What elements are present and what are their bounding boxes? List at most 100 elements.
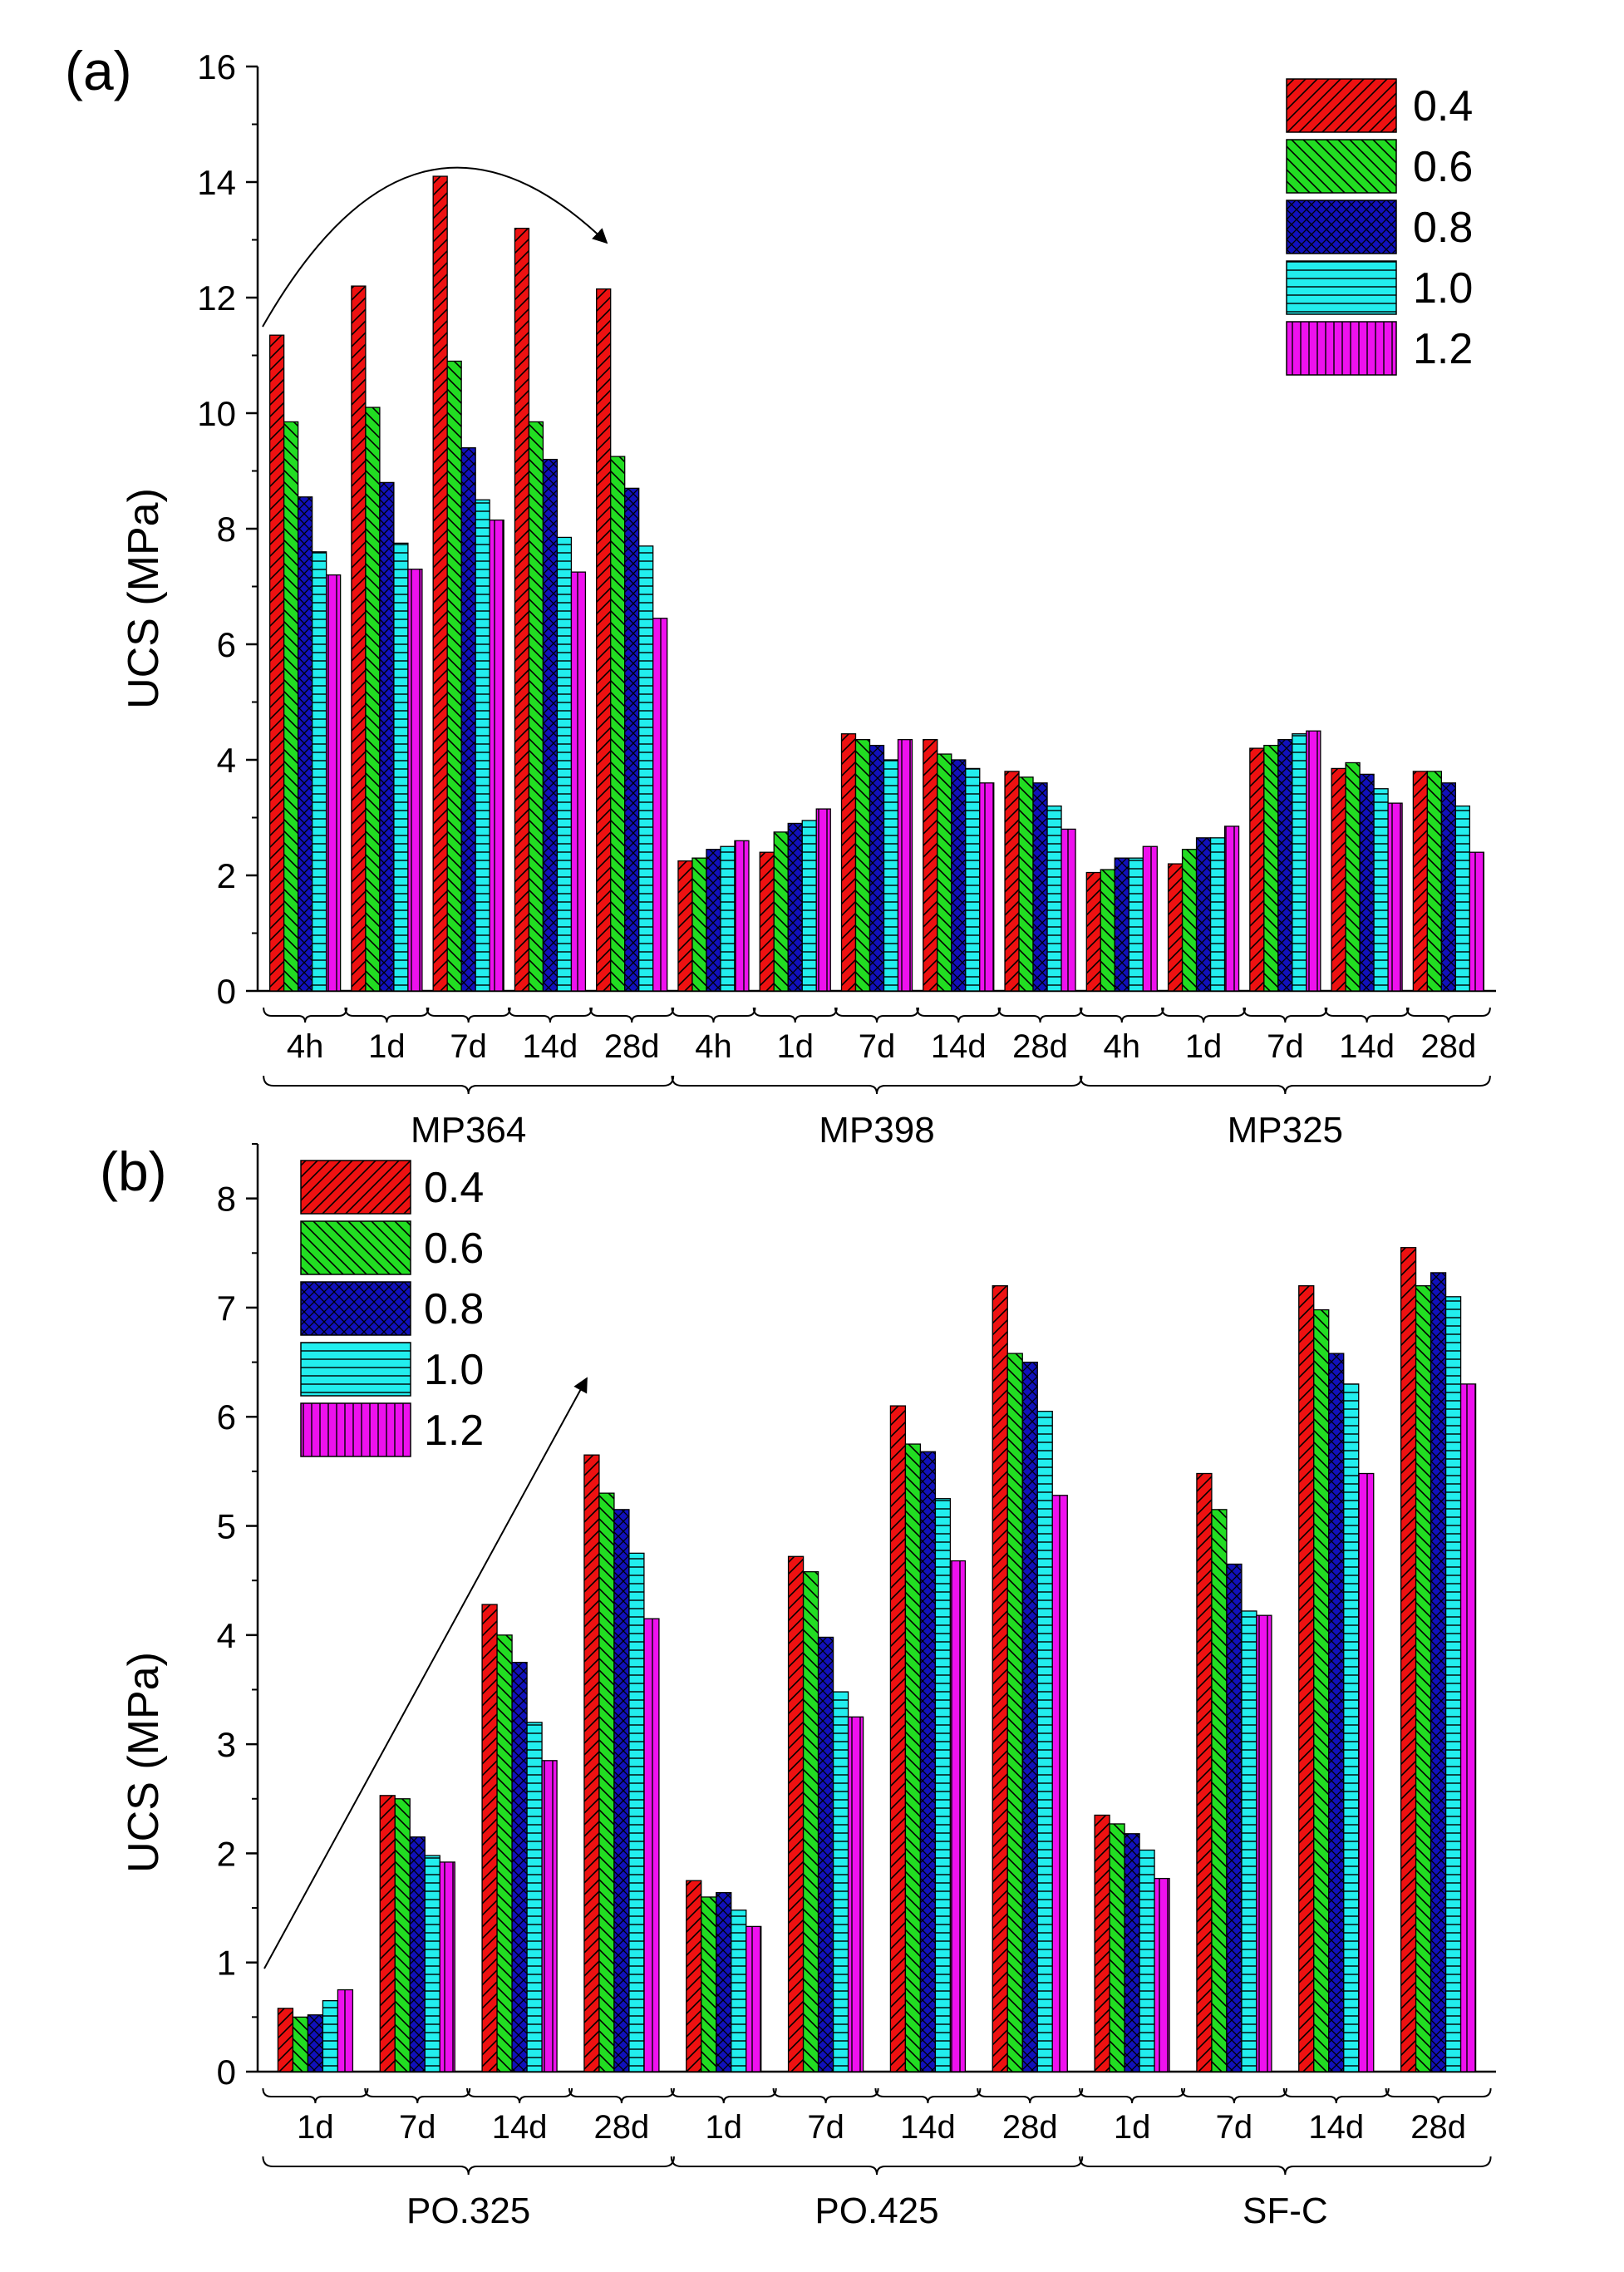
category-label: 7d: [1267, 1028, 1304, 1065]
bar-po425-1d-0.8: [716, 1892, 732, 2072]
legend-swatch-0.8: [300, 1281, 411, 1336]
category-label: 14d: [523, 1028, 578, 1065]
bar-sfc-1d-0.4: [1094, 1814, 1110, 2072]
bar-po325-1d-1.0: [322, 2000, 339, 2072]
y-tick-label: 0: [217, 2053, 236, 2092]
bar-sfc-14d-1.2: [1358, 1472, 1375, 2072]
bar-mp364-14d-0.8: [542, 458, 559, 992]
category-label: 1d: [297, 2109, 334, 2146]
bar-sfc-7d-1.0: [1241, 1610, 1257, 2072]
bar-mp398-1d-0.8: [787, 822, 803, 992]
y-tick-label: 5: [217, 1507, 236, 1546]
bar-mp398-4h-0.8: [706, 849, 721, 992]
legend-label-1.2: 1.2: [424, 1407, 484, 1455]
bar-po425-7d-0.4: [787, 1555, 805, 2072]
y-axis-label-a: UCS (MPa): [120, 488, 168, 709]
bar-po325-14d-0.6: [496, 1634, 513, 2072]
legend-b: 0.4 0.6 0.8 1.0 1.2: [300, 1160, 484, 1457]
category-brace: [1405, 1007, 1491, 1023]
y-tick-label: 10: [197, 394, 236, 433]
category-label: 14d: [1339, 1028, 1395, 1065]
bar-po325-14d-1.2: [541, 1760, 558, 2072]
category-brace: [772, 2087, 879, 2104]
category-label: 14d: [931, 1028, 987, 1065]
category-brace: [1180, 2087, 1287, 2104]
bar-sfc-14d-0.6: [1313, 1308, 1330, 2072]
bar-mp325-7d-0.4: [1249, 747, 1265, 992]
bar-sfc-7d-0.8: [1226, 1563, 1243, 2072]
category-label: 14d: [492, 2109, 548, 2146]
bar-mp364-28d-0.6: [610, 456, 626, 992]
category-brace: [466, 2087, 573, 2104]
bar-mp398-14d-0.6: [937, 753, 952, 992]
y-tick-label: 3: [217, 1725, 236, 1764]
category-brace: [874, 2087, 982, 2104]
bar-po325-1d-1.2: [337, 1989, 354, 2072]
bar-po325-7d-0.4: [379, 1795, 396, 2072]
bar-mp398-28d-1.0: [1046, 805, 1062, 992]
bar-po325-7d-1.2: [439, 1861, 455, 2072]
bar-sfc-7d-1.2: [1256, 1614, 1272, 2072]
bar-mp364-14d-1.0: [556, 536, 573, 992]
category-brace: [671, 1007, 756, 1023]
category-brace: [752, 1007, 838, 1023]
bar-mp325-1d-0.6: [1181, 849, 1198, 992]
bar-mp325-14d-0.8: [1359, 773, 1375, 992]
bar-po325-14d-0.8: [511, 1661, 528, 2072]
category-brace: [426, 1007, 511, 1023]
bar-mp325-28d-1.2: [1469, 851, 1485, 992]
bar-po325-1d-0.8: [307, 2014, 324, 2072]
category-brace: [670, 2087, 777, 2104]
category-brace: [344, 1007, 430, 1023]
bar-mp398-1d-0.6: [773, 831, 789, 992]
bar-mp325-7d-0.6: [1263, 744, 1279, 992]
legend-label-0.4: 0.4: [1413, 82, 1473, 131]
y-axis-label-b: UCS (MPa): [120, 1652, 168, 1873]
bar-mp398-7d-1.2: [897, 739, 913, 992]
bar-po425-7d-1.2: [847, 1716, 864, 2072]
bar-po425-14d-0.8: [919, 1451, 937, 2072]
bar-mp398-14d-1.2: [979, 782, 995, 992]
category-label: 28d: [594, 2109, 650, 2146]
bar-mp398-4h-0.6: [691, 857, 707, 992]
group-brace: [670, 2156, 1084, 2176]
bar-mp325-28d-0.4: [1412, 771, 1429, 992]
bar-mp398-28d-0.8: [1032, 782, 1048, 992]
category-brace: [834, 1007, 919, 1023]
category-brace: [589, 1007, 675, 1023]
bar-po425-28d-0.6: [1006, 1353, 1023, 2072]
bar-mp398-14d-0.4: [923, 739, 938, 992]
bar-po425-14d-0.6: [904, 1443, 922, 2072]
category-label: 1d: [368, 1028, 406, 1065]
category-label: 1d: [706, 2109, 743, 2146]
bar-mp364-1d-0.4: [351, 285, 367, 992]
group-brace: [263, 1075, 675, 1095]
legend-label-0.6: 0.6: [424, 1225, 484, 1273]
bar-po325-28d-1.0: [628, 1552, 645, 2072]
category-brace: [977, 2087, 1084, 2104]
bar-po425-28d-0.8: [1021, 1361, 1038, 2072]
bar-po425-14d-1.0: [934, 1498, 952, 2072]
legend-swatch-0.6: [300, 1220, 411, 1275]
bar-mp364-14d-0.4: [514, 227, 530, 992]
bar-mp325-28d-0.8: [1440, 782, 1457, 992]
legend-swatch-1.2: [1286, 321, 1397, 376]
category-label: 28d: [1420, 1028, 1476, 1065]
category-label: 7d: [399, 2109, 436, 2146]
bar-mp364-28d-1.0: [638, 545, 654, 992]
bar-mp398-4h-1.2: [734, 840, 750, 992]
bar-po425-7d-0.8: [817, 1636, 834, 2072]
y-tick-label: 6: [217, 625, 236, 664]
category-label: 4h: [287, 1028, 324, 1065]
bar-sfc-28d-0.6: [1415, 1285, 1432, 2072]
bar-po325-7d-0.8: [409, 1836, 426, 2072]
panel-label-a: (a): [65, 40, 132, 101]
bar-mp325-7d-1.0: [1292, 733, 1307, 992]
bar-mp325-28d-0.6: [1426, 771, 1443, 992]
bar-mp364-4h-1.2: [325, 574, 342, 992]
legend-label-0.6: 0.6: [1413, 143, 1473, 191]
panel-label-b: (b): [100, 1141, 167, 1202]
y-tick-label: 2: [217, 856, 236, 895]
bar-mp364-14d-1.2: [570, 571, 587, 992]
